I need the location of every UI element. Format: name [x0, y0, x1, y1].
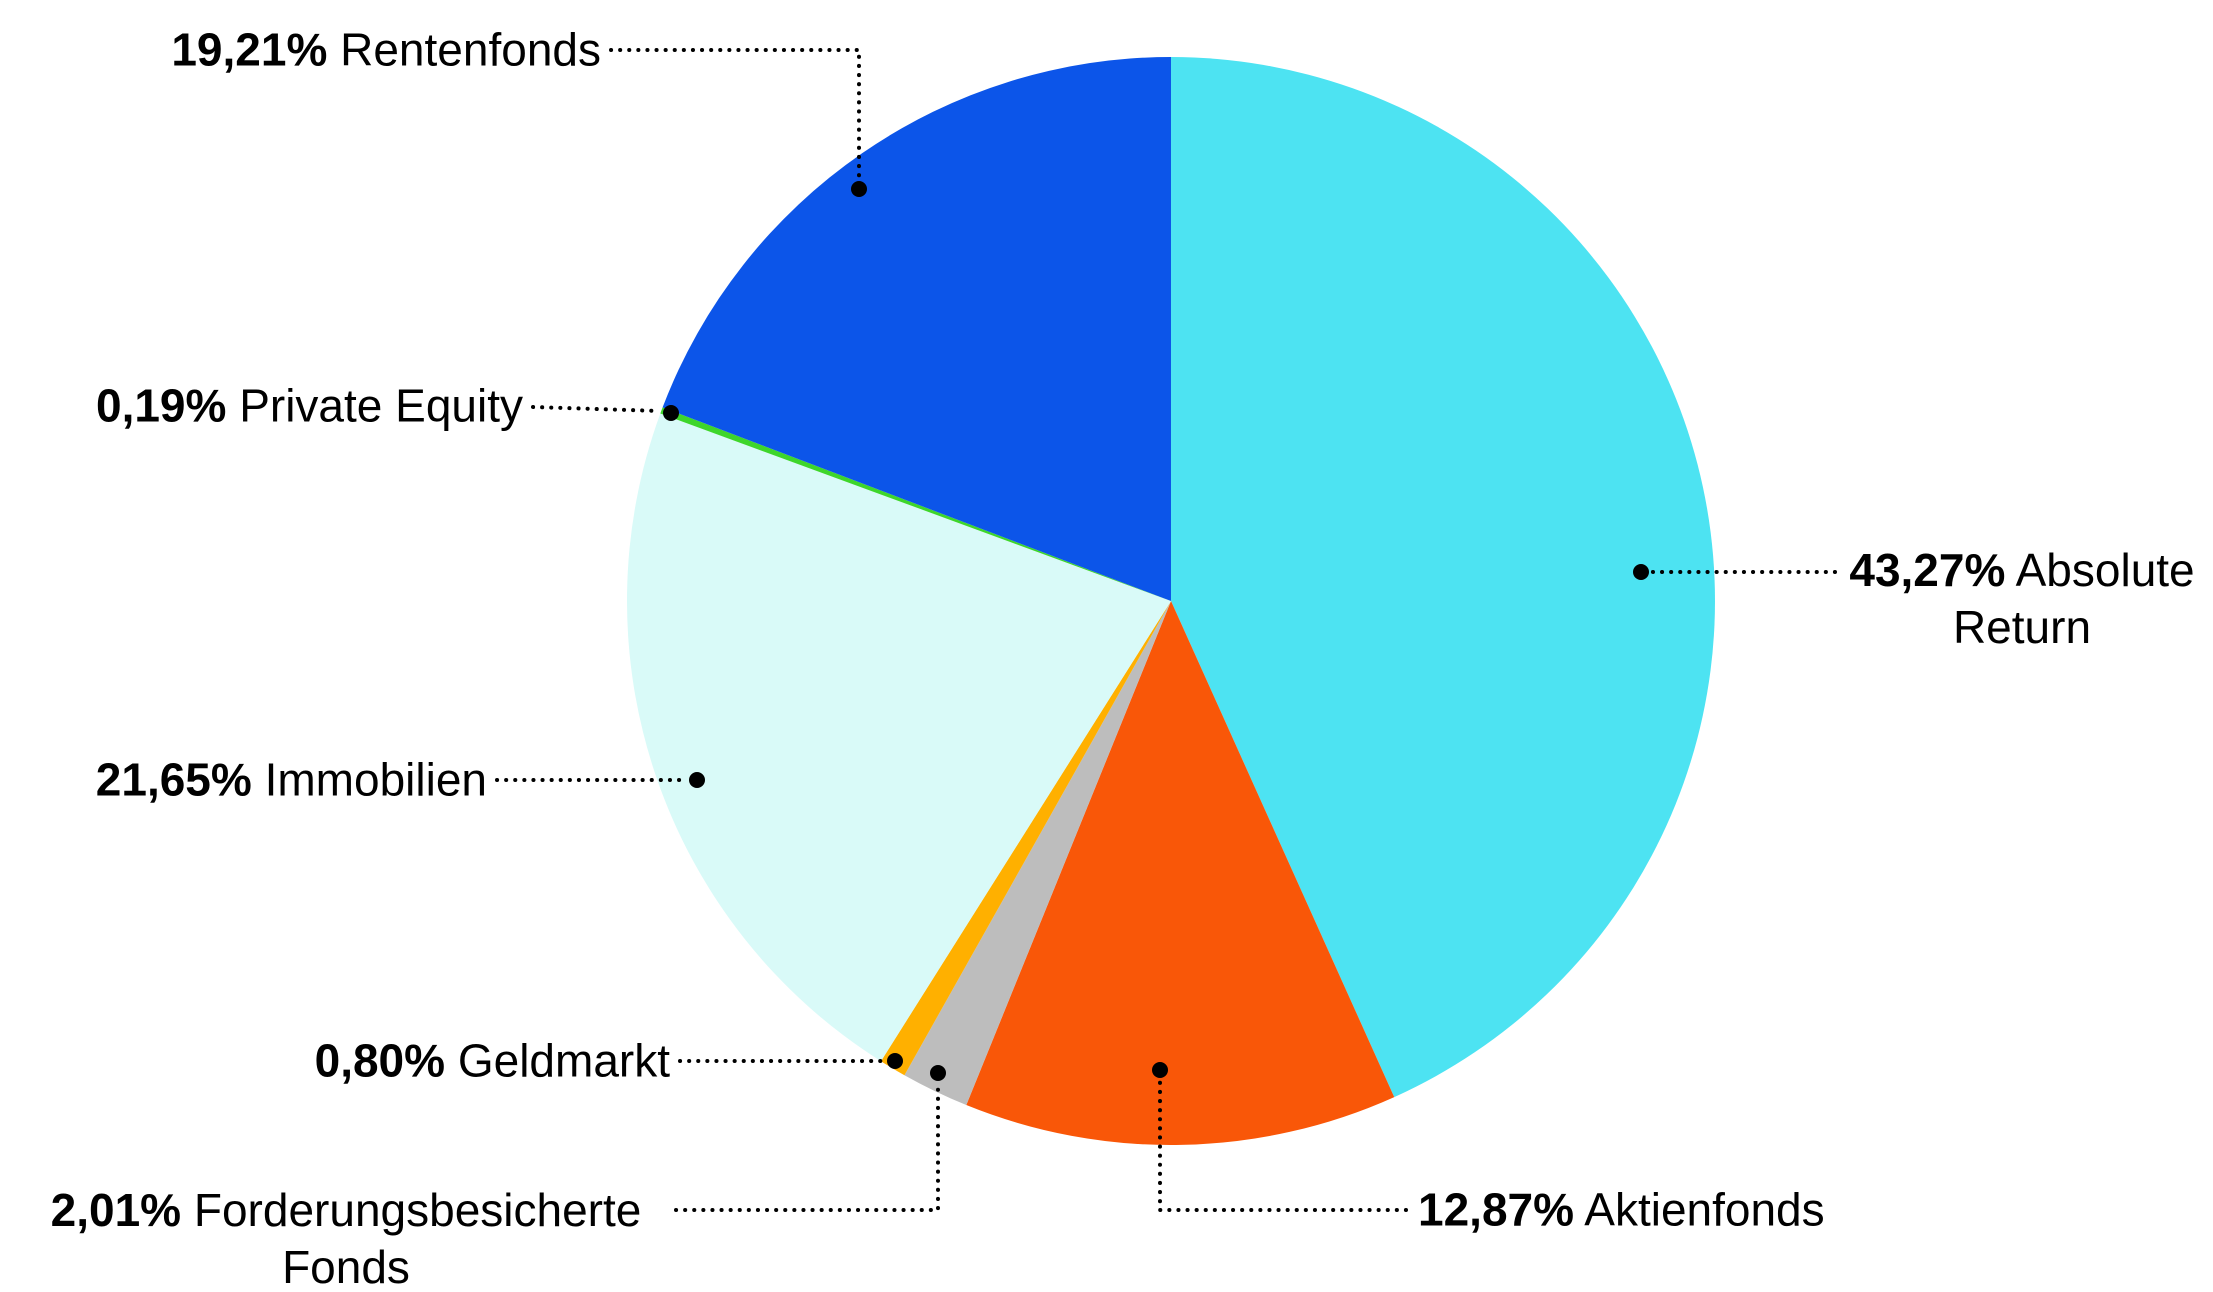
leader-dot-forderungsbesicherte-fonds [930, 1065, 946, 1081]
leader-dot-geldmarkt [887, 1053, 903, 1069]
pie-slice-forderungsbesicherte-fonds [904, 601, 1171, 1106]
pie-slice-absolute-return [1171, 57, 1715, 1098]
label-forderungsbesicherte-fonds: Forderungsbesicherte Fonds [193, 1184, 642, 1292]
leader-dot-immobilien [689, 772, 705, 788]
leader-line-forderungsbesicherte-fonds [674, 1081, 940, 1212]
percent-geldmarkt: 0,80% [314, 1034, 446, 1087]
callout-aktienfonds: 12,87% Aktienfonds [1418, 1182, 1825, 1239]
leader-dot-absolute-return [1633, 564, 1649, 580]
pie-slice-immobilien [626, 413, 1171, 1062]
leader-line-aktienfonds [1158, 1078, 1408, 1212]
percent-absolute-return: 43,27% [1849, 544, 2006, 596]
leader-dot-rentenfonds [851, 181, 867, 197]
callout-geldmarkt: 0,80% Geldmarkt [315, 1033, 670, 1090]
percent-immobilien: 21,65% [95, 753, 252, 806]
callout-private-equity: 0,19% Private Equity [96, 378, 523, 435]
callout-rentenfonds: 19,21% Rentenfonds [171, 22, 601, 79]
callout-absolute-return: 43,27% Absolute Return [1832, 542, 2212, 656]
callout-immobilien: 21,65% Immobilien [96, 752, 487, 809]
label-absolute-return: Absolute Return [1952, 544, 2195, 653]
percent-forderungsbesicherte-fonds: 2,01% [50, 1184, 182, 1236]
pie-slice-rentenfonds [662, 57, 1171, 601]
pie-slice-private-equity [660, 407, 1171, 601]
label-private-equity: Private Equity [239, 379, 523, 432]
label-immobilien: Immobilien [264, 753, 487, 806]
pie-slice-geldmarkt [880, 601, 1171, 1076]
leader-dot-private-equity [663, 405, 679, 421]
pie-slice-aktienfonds [966, 601, 1395, 1145]
callout-forderungsbesicherte-fonds: 2,01% Forderungsbesicherte Fonds [26, 1182, 666, 1292]
label-aktienfonds: Aktienfonds [1584, 1183, 1825, 1236]
leader-line-rentenfonds [609, 48, 861, 181]
percent-private-equity: 0,19% [95, 379, 227, 432]
percent-aktienfonds: 12,87% [1418, 1183, 1575, 1236]
label-rentenfonds: Rentenfonds [340, 23, 601, 76]
leader-line-private-equity [531, 405, 662, 413]
percent-rentenfonds: 19,21% [171, 23, 328, 76]
label-geldmarkt: Geldmarkt [457, 1034, 670, 1087]
leader-dot-aktienfonds [1152, 1062, 1168, 1078]
